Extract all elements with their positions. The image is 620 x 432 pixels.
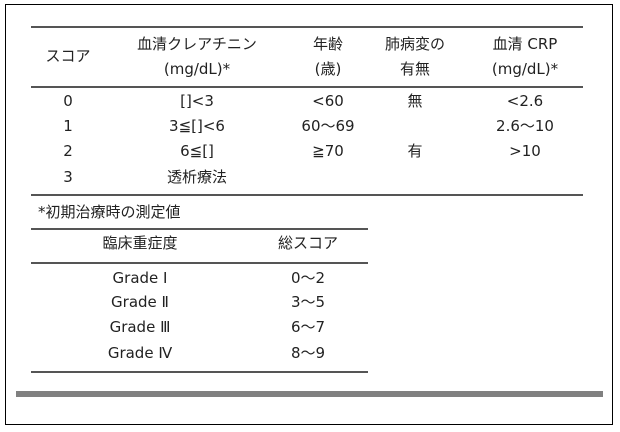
table-cell: 2.6〜10 bbox=[496, 117, 554, 135]
table-cell: 0 bbox=[63, 92, 73, 110]
footnote: *初期治療時の測定値 bbox=[38, 203, 181, 221]
column-header: 有無 bbox=[399, 60, 431, 78]
grade-cell: Grade Ⅳ bbox=[107, 344, 173, 362]
grade-column-header: 総スコア bbox=[277, 234, 339, 252]
table-cell: 2 bbox=[63, 142, 73, 160]
table-cell: 透析療法 bbox=[166, 168, 228, 186]
column-header: (歳) bbox=[314, 60, 342, 78]
table-cell: 3 bbox=[63, 168, 73, 186]
grade-table-bottom-rule bbox=[31, 371, 368, 373]
table-cell: 6≦[] bbox=[180, 142, 214, 160]
grade-cell: 8〜9 bbox=[290, 344, 326, 362]
document-frame bbox=[5, 4, 613, 425]
table-top-rule bbox=[31, 26, 583, 28]
table-cell: []<3 bbox=[180, 92, 214, 110]
table-cell: 3≦[]<6 bbox=[169, 117, 225, 135]
table-cell: 有 bbox=[407, 142, 423, 160]
header-rule bbox=[31, 86, 583, 88]
table-cell: >10 bbox=[509, 142, 541, 160]
table-cell: 無 bbox=[407, 92, 423, 110]
grade-cell: 6〜7 bbox=[290, 318, 326, 336]
grade-table-top-rule bbox=[31, 228, 368, 230]
grade-cell: 0〜2 bbox=[290, 269, 326, 287]
grade-cell: Grade Ⅱ bbox=[111, 293, 169, 311]
column-header: (mg/dL)* bbox=[163, 60, 231, 78]
grade-cell: Grade Ⅰ bbox=[112, 269, 168, 287]
grade-header-rule bbox=[31, 262, 368, 264]
separator-bar bbox=[16, 391, 603, 397]
column-header: スコア bbox=[45, 47, 91, 65]
column-header: 年齢 bbox=[312, 35, 344, 53]
column-header: (mg/dL)* bbox=[491, 60, 559, 78]
column-header: 血清クレアチニン bbox=[137, 35, 257, 53]
grade-column-header: 臨床重症度 bbox=[102, 234, 178, 252]
column-header: 血清 CRP bbox=[492, 35, 558, 53]
table-cell: <2.6 bbox=[506, 92, 544, 110]
table-cell: ≧70 bbox=[312, 142, 344, 160]
column-header: 肺病変の bbox=[384, 35, 446, 53]
grade-cell: Grade Ⅲ bbox=[109, 318, 171, 336]
table-cell: 60〜69 bbox=[301, 117, 355, 135]
table-cell: 1 bbox=[63, 117, 73, 135]
table-cell: <60 bbox=[312, 92, 344, 110]
grade-cell: 3〜5 bbox=[290, 293, 326, 311]
table-bottom-rule bbox=[31, 194, 583, 196]
